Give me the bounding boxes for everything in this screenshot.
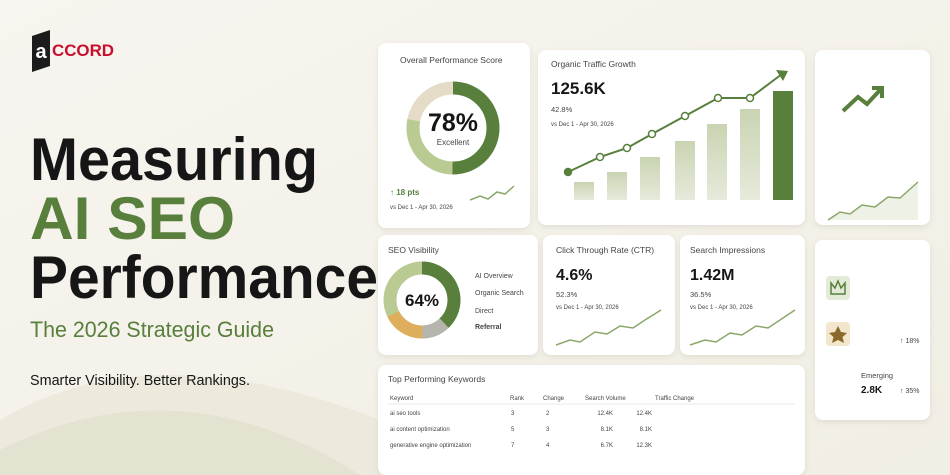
side-change: ↑ 18%: [900, 338, 919, 345]
table-cell: ai seo tools: [390, 411, 420, 417]
table-header: Rank: [510, 396, 525, 402]
card-title: Overall Performance Score: [400, 55, 503, 65]
table-header: Change: [543, 396, 565, 402]
table-header: Keyword: [390, 396, 413, 402]
metric-value: 1.42M: [690, 267, 734, 284]
score-change: ↑ 18 pts: [390, 188, 420, 197]
area-decor: [828, 182, 918, 220]
sparkline: [689, 309, 796, 346]
legend-item: Referral: [475, 324, 502, 331]
table-cell: 5: [511, 427, 515, 433]
table-cell: 12.4K: [597, 411, 613, 417]
sparkline: [555, 309, 662, 346]
table-cell: 12.4K: [636, 411, 652, 417]
legend-item: Organic Search: [475, 290, 524, 297]
table-cell: ai content optimization: [390, 427, 450, 433]
growth-icon: [841, 86, 884, 113]
metric-change: 42.8%: [551, 105, 573, 114]
side-change: ↑ 35%: [900, 388, 919, 395]
card: [378, 365, 805, 475]
score-value: 78%: [428, 109, 478, 137]
metric-change: 52.3%: [556, 290, 578, 299]
sparkline: [827, 181, 919, 221]
metric-value: 125.6K: [551, 79, 607, 98]
card: [538, 50, 805, 225]
table-cell: 6.7K: [601, 443, 613, 449]
card-title: Click Through Rate (CTR): [556, 245, 654, 255]
star-icon: [829, 326, 847, 343]
legend-item: AI Overview: [475, 273, 514, 280]
crown-icon: [830, 279, 846, 295]
sparkline: [469, 185, 515, 201]
trend-line: [563, 70, 788, 177]
decor-wave: [0, 410, 360, 475]
table-cell: 12.3K: [636, 443, 652, 449]
table-cell: generative engine optimization: [390, 443, 471, 449]
period: vs Dec 1 - Apr 30, 2026: [556, 305, 619, 311]
headline: AI SEO: [30, 185, 235, 252]
headline: Performance: [30, 244, 378, 311]
metric-change: 36.5%: [690, 290, 712, 299]
score-label: Excellent: [437, 138, 470, 147]
tagline: Smarter Visibility. Better Rankings.: [30, 372, 250, 389]
score-donut: [406, 81, 500, 175]
side-value: 2.8K: [861, 385, 883, 396]
logo-text: CCORD: [52, 41, 114, 60]
card-title: Search Impressions: [690, 245, 765, 255]
table-cell: 4: [546, 443, 550, 449]
period: vs Dec 1 - Apr 30, 2026: [690, 305, 753, 311]
bar-group: [574, 91, 793, 200]
table-cell: 3: [546, 427, 550, 433]
side-label: Emerging: [861, 371, 893, 380]
period: vs Dec 1 - Apr 30, 2026: [551, 122, 614, 128]
card: [378, 43, 530, 228]
table-cell: 8.1K: [601, 427, 613, 433]
legend-item: Direct: [475, 308, 493, 315]
table-cell: 3: [511, 411, 515, 417]
table-header: Traffic Change: [655, 396, 695, 402]
table-cell: 2: [546, 411, 550, 417]
card: [543, 235, 675, 355]
visibility-value: 64%: [405, 291, 439, 310]
period: vs Dec 1 - Apr 30, 2026: [390, 205, 453, 211]
table-header: Search Volume: [585, 396, 626, 402]
logo-mark: a: [35, 41, 47, 63]
table-cell: 8.1K: [640, 427, 652, 433]
headline: Measuring: [30, 126, 318, 193]
card-title: SEO Visibility: [388, 245, 440, 255]
table-title: Top Performing Keywords: [388, 374, 485, 384]
card: [815, 50, 930, 225]
table-cell: 7: [511, 443, 515, 449]
visibility-donut: [383, 261, 461, 339]
metric-value: 4.6%: [556, 267, 592, 284]
subtitle: The 2026 Strategic Guide: [30, 317, 274, 342]
card-title: Organic Traffic Growth: [551, 59, 636, 69]
logo-icon: [32, 30, 50, 72]
